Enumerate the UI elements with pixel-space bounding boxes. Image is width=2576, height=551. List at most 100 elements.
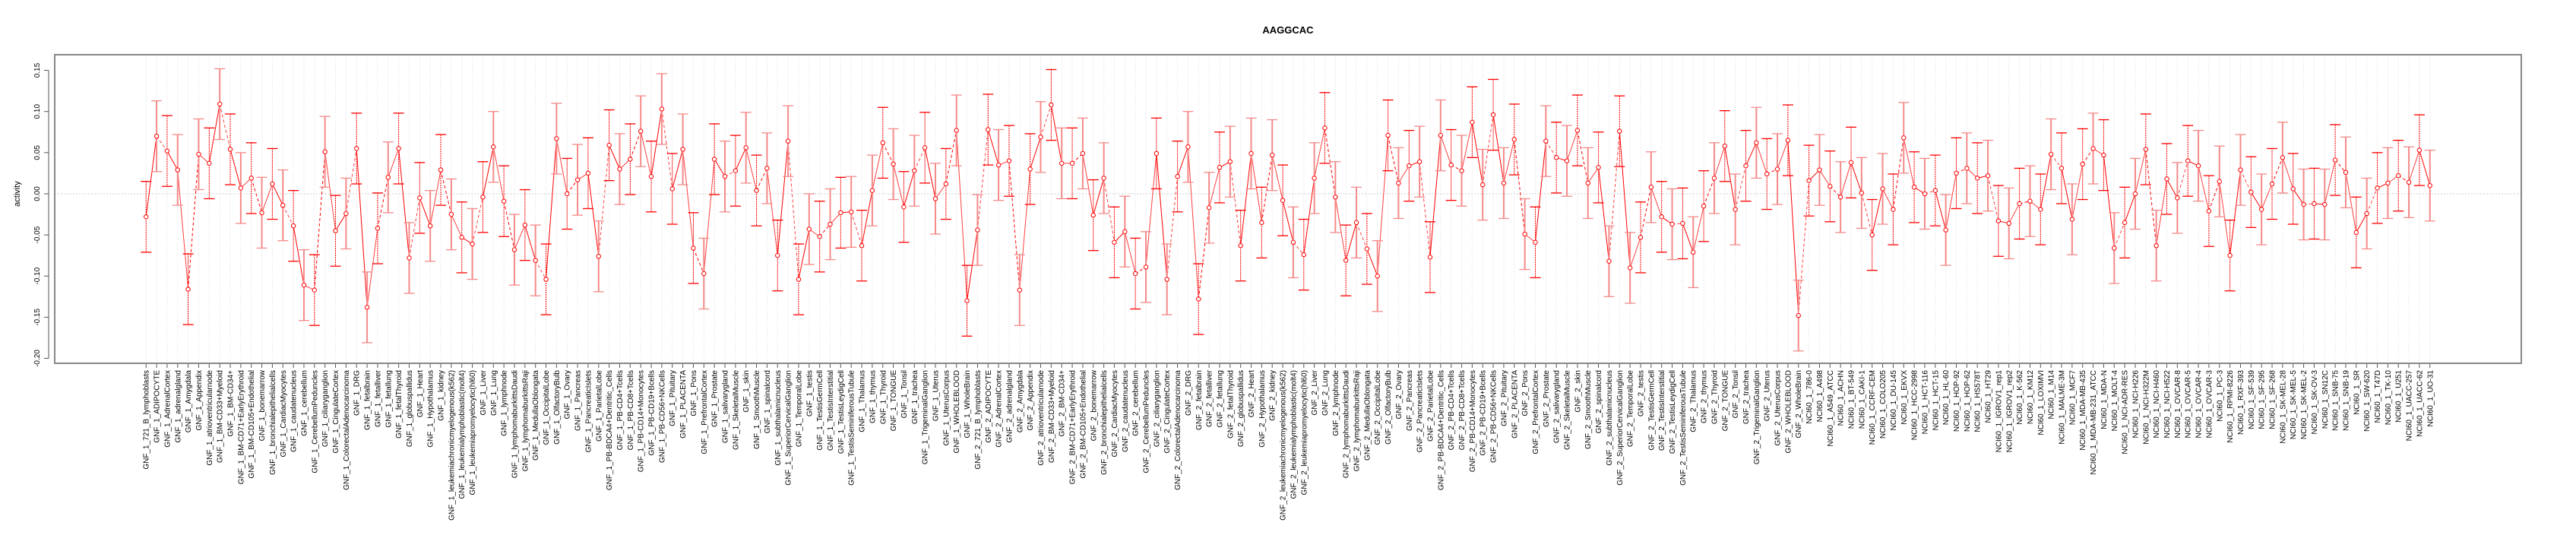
series-line-segment [566, 179, 578, 195]
x-tick-label: GNF_2_PB-CD19+Bcells [1479, 370, 1488, 456]
x-tick-label: GNF_2_caudatenucleus [1122, 370, 1130, 452]
series-line-segment [1082, 153, 1094, 216]
x-tick-label: NCI60_1_HOP-62 [1964, 370, 1972, 432]
series-line-segment [1314, 128, 1325, 179]
series-line-segment [956, 130, 968, 301]
series-line-segment [2345, 172, 2357, 233]
series-line-segment [1935, 190, 1947, 230]
series-line-segment [388, 148, 400, 178]
data-point [1564, 158, 1570, 163]
x-tick-label: NCI60_1_NCI-H522 [2163, 370, 2172, 439]
series-line-segment [324, 151, 337, 231]
data-point [1691, 249, 1696, 255]
x-tick-label: NCI60_1_MOLT-4 [2111, 370, 2119, 432]
data-point [1785, 138, 1791, 143]
x-tick-label: GNF_1_TestisGermCell [816, 370, 824, 451]
x-tick-label: GNF_2_CingulateCortex [1163, 370, 1172, 454]
data-point [448, 211, 454, 217]
data-point [838, 210, 843, 216]
data-point [407, 255, 412, 261]
x-tick-label: GNF_1_lymphnode [501, 370, 509, 436]
x-tick-label: NCI60_1_IGROV1_rep1 [1995, 370, 2003, 453]
series-line-segment [1872, 188, 1884, 236]
x-tick-label: NCI60_1_COLO205 [1879, 370, 1888, 439]
series-line-segment [429, 169, 441, 226]
series-line-segment [451, 214, 463, 238]
series-line-segment [1492, 114, 1505, 183]
data-point [1459, 168, 1464, 173]
data-point [849, 209, 854, 214]
series-line-segment [1229, 161, 1242, 246]
x-tick-label: NCI60_1_IGROV1_rep2 [2005, 370, 2014, 453]
series-line-segment [1356, 222, 1368, 249]
data-point [2343, 169, 2349, 176]
data-point [185, 287, 191, 292]
series-line-segment [472, 197, 483, 245]
x-tick-label: GNF_2_DRG [1185, 370, 1193, 416]
x-tick-label: NCI60_1_NCI-ADR-RES [2122, 370, 2130, 454]
x-tick-label: GNF_1_fetalliver [374, 369, 382, 427]
x-tick-label: GNF_2_Pituitary [1500, 370, 1508, 426]
series-line-segment [735, 147, 747, 171]
data-point [2048, 151, 2054, 157]
series-line-segment [366, 228, 378, 308]
x-tick-label: GNF_2_cerebellum [1132, 370, 1141, 436]
data-point [470, 241, 475, 247]
data-point [596, 254, 601, 259]
data-point [1975, 176, 1980, 181]
series-line-segment [1429, 135, 1441, 258]
series-line-segment [514, 224, 526, 250]
series-line-segment [1745, 142, 1757, 166]
series-line-segment [314, 151, 326, 290]
data-point [259, 210, 264, 216]
data-point [1553, 155, 1559, 160]
series-line-segment [830, 212, 841, 225]
x-tick-label: GNF_2_Lung [1321, 370, 1330, 416]
data-point [2269, 181, 2275, 187]
data-point [1817, 167, 1822, 173]
x-tick-label: GNF_2_Ovary [1395, 370, 1404, 419]
x-tick-label: GNF_1_skin [742, 370, 751, 413]
series-line-segment [945, 130, 957, 185]
data-point [733, 168, 739, 173]
series-line-segment [766, 168, 778, 256]
series-line-segment [1798, 180, 1810, 316]
x-tick-label: NCI60_1_SK-MEL-5 [2290, 370, 2298, 440]
series-line-segment [1324, 128, 1336, 198]
x-tick-label: GNF_2_subthalamicnucleus [1606, 370, 1614, 466]
data-point [217, 101, 223, 107]
data-point [691, 245, 696, 251]
data-point [2416, 147, 2423, 153]
data-point [1901, 135, 1907, 141]
data-point [385, 175, 391, 180]
series-line-segment [2366, 188, 2378, 214]
data-point [2353, 230, 2359, 236]
x-tick-label: GNF_2_CerebellumPeduncles [1143, 370, 1151, 473]
data-point [796, 277, 802, 282]
x-tick-label: GNF_2_TONGUE [1721, 370, 1729, 432]
data-point [859, 242, 865, 249]
x-tick-label: GNF_1_OccipitalLobe [543, 370, 551, 445]
data-point [2080, 161, 2085, 167]
series-line-segment [1008, 160, 1021, 290]
data-point [2406, 179, 2412, 185]
x-tick-label: NCI60_1_CCRF-CEM [1869, 370, 1877, 445]
x-tick-label: GNF_2_PB-BDCA4+Dentritic_Cells [1437, 370, 1445, 490]
series-line-segment [156, 135, 168, 151]
data-point [1080, 150, 1086, 157]
data-point [1606, 258, 1612, 264]
series-line-segment [861, 190, 873, 246]
y-tick-label: -0.15 [33, 309, 42, 326]
x-tick-label: GNF_2_PB-CD4+Tcells [1448, 370, 1456, 450]
data-point [701, 271, 707, 277]
x-tick-label: NCI60_1_HOP-92 [1953, 370, 1961, 432]
data-point [932, 196, 938, 201]
x-tick-label: GNF_2_salivarygland [1553, 370, 1562, 443]
data-point [1617, 128, 1622, 134]
x-tick-label: GNF_2_TrigeminalGanglion [1753, 370, 1761, 464]
series-line-segment [2356, 213, 2368, 233]
y-tick-label: -0.20 [33, 350, 42, 367]
series-line-segment [2124, 193, 2136, 223]
series-line-segment [850, 211, 862, 246]
